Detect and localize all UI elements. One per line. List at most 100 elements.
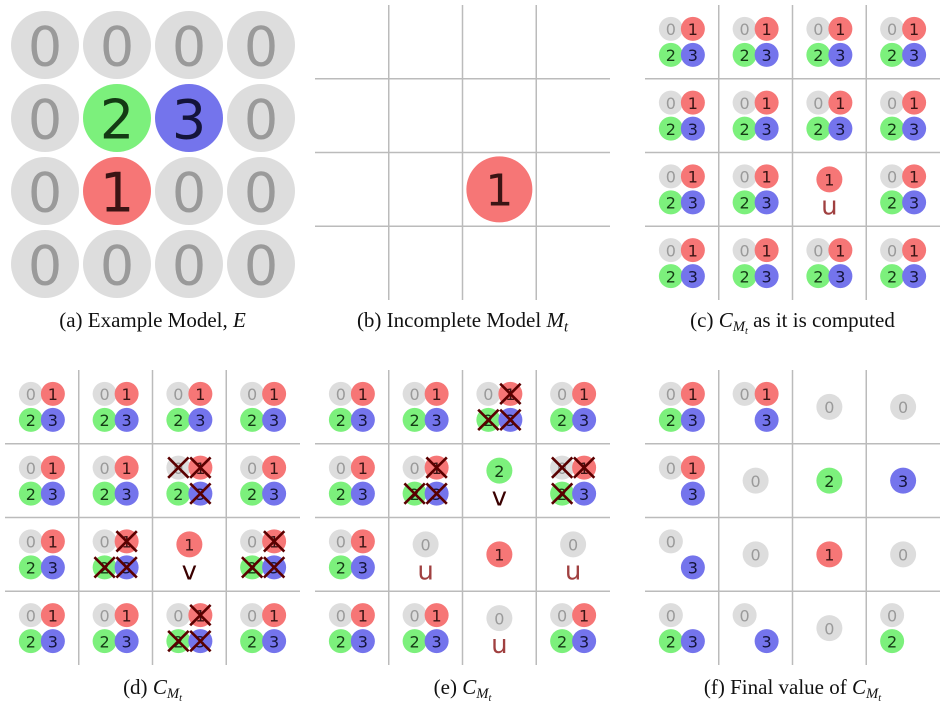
digit: 1 [122, 385, 132, 404]
digit-circle [732, 381, 757, 406]
digit-circle [658, 190, 683, 215]
digit-circle [18, 629, 43, 654]
digit: 1 [762, 20, 772, 39]
digit: 2 [887, 632, 897, 651]
digit: 0 [100, 235, 134, 298]
digit: 3 [358, 559, 368, 578]
digit: 0 [244, 89, 278, 152]
digit: 1 [824, 171, 834, 190]
digit-circle [402, 455, 427, 480]
digit-circle [828, 42, 853, 67]
digit: 2 [173, 411, 183, 430]
digit: 3 [48, 411, 58, 430]
digit-circle [188, 407, 213, 432]
digit-circle [816, 393, 843, 420]
digit-circle [658, 238, 683, 263]
digit: 0 [410, 459, 420, 478]
digit-circle [732, 164, 757, 189]
digit-circle [572, 407, 597, 432]
caption: (a) Example Model, E [59, 308, 246, 333]
digit: 0 [887, 241, 897, 260]
digit: 3 [762, 46, 772, 65]
caption: (e) CMt [434, 675, 492, 704]
digit-circle [40, 629, 65, 654]
digit-circle [680, 164, 705, 189]
cross [189, 630, 212, 653]
digit-circle [816, 615, 843, 642]
digit: 2 [887, 46, 897, 65]
digit-circle [240, 603, 265, 628]
digit: 0 [336, 385, 346, 404]
digit: 0 [244, 162, 278, 225]
digit-circle [424, 381, 449, 406]
digit-circle [880, 164, 905, 189]
digit-circle [227, 11, 295, 79]
digit: 0 [336, 533, 346, 552]
digit-circle [732, 90, 757, 115]
digit-circle [328, 455, 353, 480]
digit: 3 [688, 194, 698, 213]
digit-circle [114, 629, 139, 654]
digit-circle [40, 603, 65, 628]
digit: 1 [269, 385, 279, 404]
digit: 1 [358, 606, 368, 625]
digit: 0 [568, 536, 578, 555]
digit: 3 [909, 46, 919, 65]
digit: 2 [336, 411, 346, 430]
digit-circle [890, 541, 917, 568]
digit: 2 [247, 485, 257, 504]
digit-circle [658, 529, 683, 554]
digit-circle [680, 555, 705, 580]
digit: 0 [173, 385, 183, 404]
cross [573, 456, 596, 479]
digit-circle [83, 157, 151, 225]
digit: 2 [740, 120, 750, 139]
digit: 3 [688, 46, 698, 65]
digit: 2 [813, 46, 823, 65]
caption-part: C [462, 675, 477, 699]
subscript: t [878, 693, 881, 704]
digit-circle [680, 407, 705, 432]
digit-circle [18, 381, 43, 406]
digit: 0 [898, 398, 908, 417]
digit-circle [262, 407, 287, 432]
digit: 1 [835, 94, 845, 113]
caption-part: (f) Final value of [703, 675, 852, 699]
digit-circle [155, 230, 223, 298]
caption-part: (d) [123, 675, 153, 699]
digit-circle [880, 603, 905, 628]
digit: 3 [688, 411, 698, 430]
caption: (f) Final value of CMt [704, 675, 881, 704]
digit: 0 [666, 241, 676, 260]
digit: 1 [269, 606, 279, 625]
digit: 1 [579, 606, 589, 625]
digit: 0 [494, 609, 504, 628]
digit: 2 [247, 411, 257, 430]
cross [477, 408, 500, 431]
caption-part: E [232, 308, 246, 332]
digit-circle [550, 407, 575, 432]
digit-circle [880, 90, 905, 115]
digit-circle [40, 555, 65, 580]
digit-circle [424, 407, 449, 432]
digit-circle [350, 381, 375, 406]
digit: 0 [172, 162, 206, 225]
digit: 2 [813, 120, 823, 139]
digit-circle [560, 531, 587, 558]
caption-part: M [476, 686, 489, 703]
digit: 3 [269, 411, 279, 430]
digit: 3 [122, 411, 132, 430]
digit: 3 [579, 411, 589, 430]
digit: 3 [762, 411, 772, 430]
digit-circle [412, 531, 439, 558]
digit-circle [402, 603, 427, 628]
digit: 1 [485, 166, 513, 217]
digit: 3 [688, 267, 698, 286]
digit: 3 [358, 632, 368, 651]
digit: 1 [48, 385, 58, 404]
digit-circle [402, 407, 427, 432]
digit-circle [754, 16, 779, 41]
cell-label: v [182, 556, 197, 586]
digit: 3 [688, 485, 698, 504]
digit: 3 [358, 411, 368, 430]
